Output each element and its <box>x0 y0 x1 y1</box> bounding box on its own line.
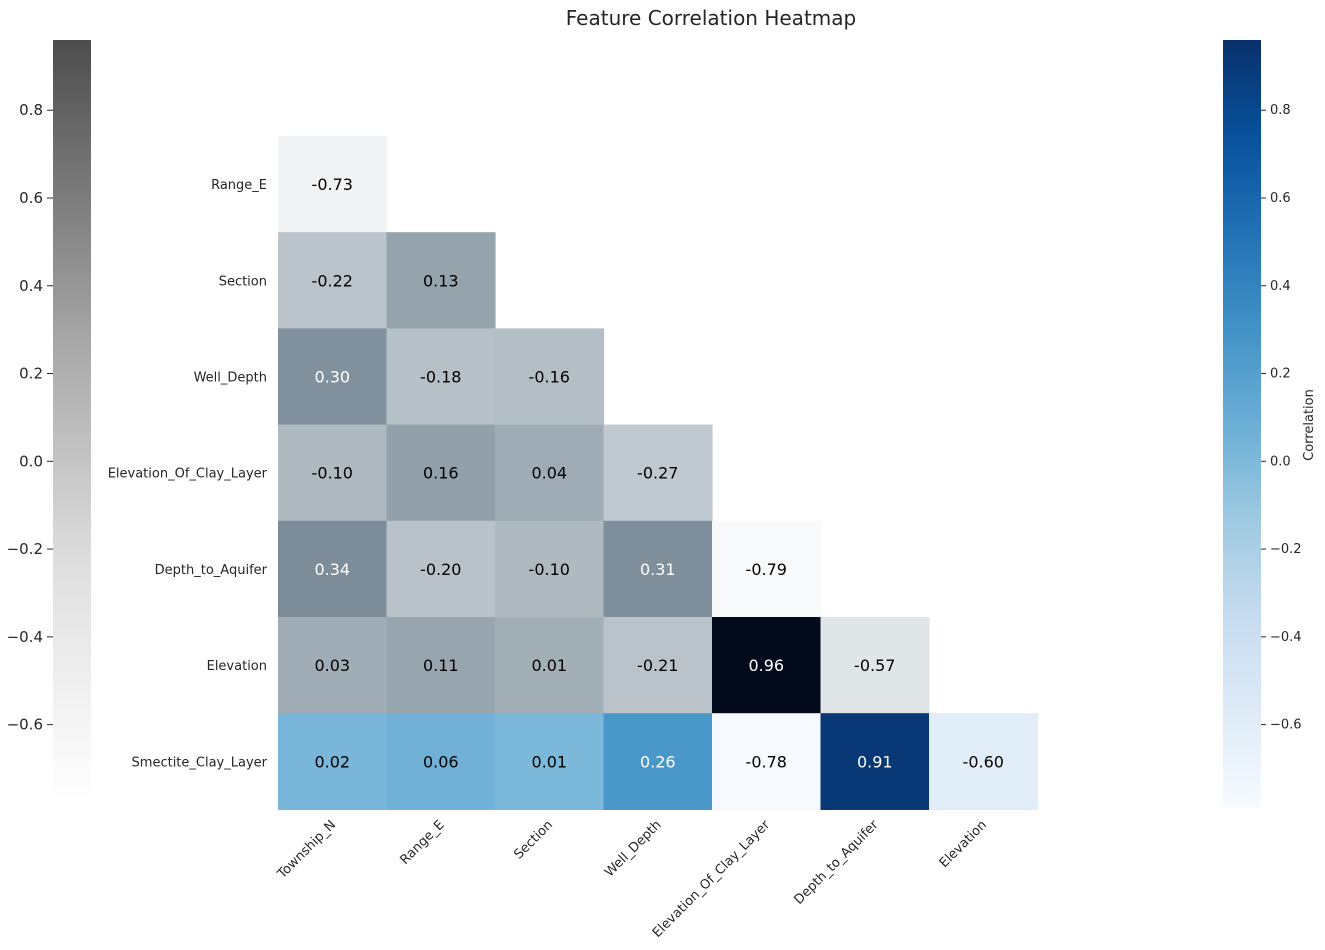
colorbar-left-bar <box>53 40 91 800</box>
row-label: Depth_to_Aquifer <box>155 563 268 578</box>
heatmap-cell <box>820 713 930 810</box>
heatmap-cell <box>278 713 388 810</box>
cell-annotation: -0.18 <box>420 368 461 387</box>
row-label: Elevation_Of_Clay_Layer <box>108 467 268 482</box>
colorbar-left-tick-label: 0.6 <box>19 189 43 207</box>
heatmap-cell <box>386 232 496 329</box>
heatmap-cell <box>386 424 496 522</box>
column-label: Well_Depth <box>602 818 665 881</box>
cell-annotation: -0.78 <box>746 752 787 771</box>
cell-annotation: 0.26 <box>640 752 676 771</box>
heatmap-cell <box>278 617 388 714</box>
heatmap-cell <box>386 617 496 714</box>
colorbar-left-tick-label: 0.8 <box>19 101 43 119</box>
cell-annotation: -0.20 <box>420 560 461 579</box>
heatmap-cell <box>278 424 388 522</box>
heatmap-cell <box>495 520 605 618</box>
heatmap-cell <box>278 232 388 329</box>
row-label: Elevation <box>207 659 267 674</box>
heatmap-cell <box>712 713 822 810</box>
column-labels: Township_N Range_E Section Well_DepthElevat… <box>274 817 990 941</box>
cell-annotation: -0.22 <box>312 271 353 290</box>
chart-title: Feature Correlation Heatmap <box>566 6 856 30</box>
colorbar-right-tick-label: 0.8 <box>1270 103 1291 118</box>
heatmap-cell <box>495 328 605 426</box>
colorbar-left-tick-label: −0.6 <box>7 716 43 734</box>
column-label: Elevation_Of_Clay_Layer <box>650 817 774 941</box>
heatmap-cell <box>495 713 605 810</box>
colorbar-left-tick-label: −0.4 <box>7 628 43 646</box>
cell-annotation: -0.57 <box>854 656 895 675</box>
colorbar-right-tick-label: 0.4 <box>1270 279 1291 294</box>
cell-annotation: 0.04 <box>531 464 567 483</box>
heatmap-cell <box>603 617 713 714</box>
colorbar-right-tick-label: −0.4 <box>1270 630 1302 645</box>
column-label: Range_E <box>397 818 447 868</box>
colorbar-right: 0.8 0.6 0.4 0.2 0.0 −0.2 −0.4 −0.6 Correlation <box>1223 40 1317 808</box>
column-label: Elevation <box>937 818 990 871</box>
colorbar-left: 0.8 0.6 0.4 0.2 0.0 −0.2 −0.4 −0.6 <box>7 40 91 800</box>
cell-annotation: 0.03 <box>314 656 350 675</box>
cell-annotation: 0.06 <box>423 752 459 771</box>
cell-annotation: -0.60 <box>963 752 1004 771</box>
colorbar-left-tick-label: 0.0 <box>19 452 43 470</box>
heatmap-cell <box>603 520 713 618</box>
row-labels: Range_E Section Well_Depth Elevation_Of_Cla… <box>108 178 268 770</box>
cell-annotation: -0.10 <box>312 464 353 483</box>
heatmap-cell <box>386 520 496 618</box>
cell-annotation: 0.34 <box>314 560 350 579</box>
cell-annotation: -0.73 <box>312 175 353 194</box>
cell-annotation: -0.79 <box>746 560 787 579</box>
colorbar-left-tick-label: −0.2 <box>7 540 43 558</box>
colorbar-right-tick-label: 0.6 <box>1270 191 1291 206</box>
row-label: Well_Depth <box>194 371 267 386</box>
heatmap-cell <box>929 713 1039 810</box>
colorbar-left-ticks: 0.8 0.6 0.4 0.2 0.0 −0.2 −0.4 −0.6 <box>7 101 53 734</box>
cell-annotation: 0.13 <box>423 271 459 290</box>
heatmap-cell <box>603 424 713 522</box>
cell-annotation: 0.91 <box>857 752 893 771</box>
cell-annotation: -0.27 <box>637 464 678 483</box>
row-label: Range_E <box>211 178 267 193</box>
cell-annotation: 0.16 <box>423 464 459 483</box>
heatmap-cell <box>820 617 930 714</box>
heatmap-cell <box>712 520 822 618</box>
cell-annotation: 0.02 <box>314 752 350 771</box>
heatmap-cells: -0.73 -0.22 0.13 0.30 -0.18 -0.16 -0.10 0.16 0.0… <box>278 136 1039 810</box>
colorbar-left-tick-label: 0.2 <box>19 365 43 383</box>
cell-annotation: -0.21 <box>637 656 678 675</box>
heatmap-cell <box>278 520 388 618</box>
column-label: Section <box>511 818 556 863</box>
heatmap-cell <box>603 713 713 810</box>
heatmap-cell <box>386 328 496 426</box>
cell-annotation: -0.10 <box>529 560 570 579</box>
cell-annotation: 0.01 <box>531 656 567 675</box>
colorbar-right-bar <box>1223 40 1261 808</box>
colorbar-right-tick-label: 0.0 <box>1270 454 1291 469</box>
colorbar-right-label: Correlation <box>1302 389 1317 461</box>
colorbar-right-tick-label: 0.2 <box>1270 367 1291 382</box>
heatmap-cell <box>712 617 822 714</box>
cell-annotation: -0.16 <box>529 368 570 387</box>
cell-annotation: 0.96 <box>748 656 784 675</box>
heatmap-cell <box>495 424 605 522</box>
colorbar-right-tick-label: −0.6 <box>1270 718 1302 733</box>
row-label: Section <box>219 274 267 289</box>
colorbar-right-tick-label: −0.2 <box>1270 542 1302 557</box>
cell-annotation: 0.01 <box>531 752 567 771</box>
column-label: Depth_to_Aquifer <box>792 817 883 908</box>
column-label: Township_N <box>274 818 339 883</box>
colorbar-left-tick-label: 0.4 <box>19 277 43 295</box>
cell-annotation: 0.11 <box>423 656 459 675</box>
cell-annotation: 0.31 <box>640 560 676 579</box>
heatmap-cell <box>386 713 496 810</box>
row-label: Smectite_Clay_Layer <box>132 755 268 770</box>
colorbar-right-ticks: 0.8 0.6 0.4 0.2 0.0 −0.2 −0.4 −0.6 <box>1261 103 1302 733</box>
heatmap-cell <box>278 328 388 426</box>
cell-annotation: 0.30 <box>314 368 350 387</box>
heatmap-cell <box>495 617 605 714</box>
heatmap-cell <box>278 136 388 233</box>
